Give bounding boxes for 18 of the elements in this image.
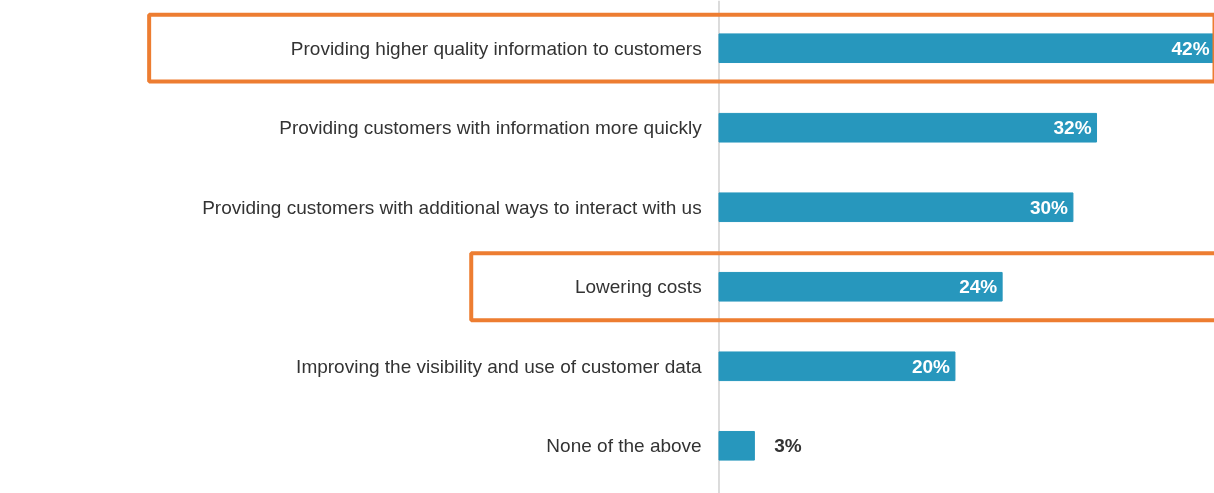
- data-label: 20%: [911, 355, 951, 377]
- data-label: 30%: [1029, 196, 1069, 218]
- bar: [718, 430, 755, 461]
- bar: [718, 33, 1214, 64]
- data-label: 32%: [1053, 117, 1092, 139]
- y-tick-label: Providing customers with additional ways to interact with us: [202, 196, 702, 218]
- bar: [718, 271, 1003, 302]
- data-label: 24%: [959, 276, 998, 298]
- data-label: 42%: [1171, 37, 1210, 59]
- bar: [718, 112, 1098, 143]
- data-label: 3%: [774, 435, 802, 457]
- bar: [718, 192, 1074, 223]
- y-tick-label: Improving the visibility and use of customer data: [296, 355, 703, 377]
- y-tick-label: Providing higher quality information to customers: [290, 37, 702, 59]
- bar: [718, 351, 956, 382]
- y-tick-label: None of the above: [546, 435, 702, 457]
- y-tick-label: Lowering costs: [574, 276, 702, 298]
- y-tick-label: Providing customers with information more quickly: [279, 117, 703, 139]
